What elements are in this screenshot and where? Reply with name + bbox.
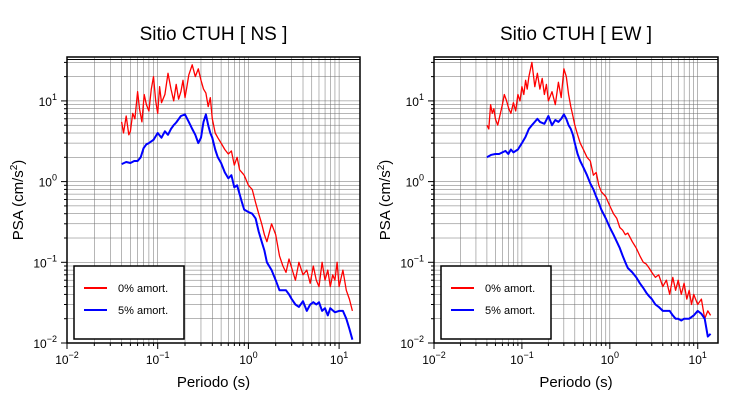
tick-base: 10 [406,95,420,109]
legend-entry: 0% amort. [485,283,535,295]
legend: 0% amort. 5% amort. [73,265,185,340]
axis-ticks [61,61,340,349]
x-tick-label: 100 [239,350,257,367]
legend: 0% amort. 5% amort. [440,265,552,340]
y-tick-label: 10−1 [400,253,424,270]
y-label-sup: 2 [376,164,387,170]
tick-exponent: 1 [702,350,707,360]
axis-ticks [428,61,699,349]
y-label-main: PSA (cm/s [377,170,394,240]
x-tick-label: 101 [689,350,707,367]
series-line-5-amort- [121,113,354,340]
tick-exponent: −1 [159,350,169,360]
y-label-sup: 2 [9,164,20,170]
y-tick-label: 10−2 [400,334,424,351]
tick-exponent: 1 [52,92,57,102]
legend-entry: 5% amort. [485,305,535,317]
x-tick-label: 10−1 [146,350,170,367]
legend-entry: 0% amort. [118,283,168,295]
tick-base: 10 [39,95,53,109]
tick-base: 10 [400,256,414,270]
tick-base: 10 [510,353,524,367]
tick-base: 10 [422,353,436,367]
tick-exponent: −1 [47,253,57,263]
y-tick-label: 101 [39,92,57,109]
tick-base: 10 [330,353,344,367]
legend-entry: 5% amort. [118,305,168,317]
tick-exponent: −2 [47,334,57,344]
y-tick-label: 100 [39,173,57,190]
tick-base: 10 [239,353,253,367]
series-line-5-amort- [486,113,712,338]
y-tick-label: 10−1 [33,253,57,270]
y-axis-label: PSA (cm/s2) [9,160,27,241]
tick-exponent: 1 [343,350,348,360]
y-tick-label: 101 [406,92,424,109]
x-axis-label: Periodo (s) [177,374,250,391]
y-tick-label: 100 [406,173,424,190]
y-axis-label: PSA (cm/s2) [376,160,394,241]
x-tick-label: 100 [601,350,619,367]
chart-title: Sitio CTUH [ EW ] [500,24,652,45]
x-axis-label: Periodo (s) [539,374,612,391]
legend-box [440,265,552,340]
tick-base: 10 [400,337,414,351]
tick-exponent: 0 [52,173,57,183]
x-tick-label: 10−2 [55,350,79,367]
tick-base: 10 [55,353,69,367]
tick-exponent: −1 [414,253,424,263]
tick-base: 10 [33,256,47,270]
legend-box [73,265,185,340]
tick-exponent: 0 [253,350,258,360]
tick-base: 10 [689,353,703,367]
tick-exponent: −2 [436,350,446,360]
tick-exponent: −2 [69,350,79,360]
tick-base: 10 [39,176,53,190]
chart-title: Sitio CTUH [ NS ] [140,24,288,45]
series-line-0-amort- [120,64,354,312]
tick-exponent: −2 [414,334,424,344]
tick-base: 10 [146,353,160,367]
tick-base: 10 [601,353,615,367]
tick-base: 10 [33,337,47,351]
x-tick-label: 101 [330,350,348,367]
y-label-main: PSA (cm/s [10,170,27,240]
tick-exponent: 1 [419,92,424,102]
x-tick-label: 10−2 [422,350,446,367]
series-line-0-amort- [486,61,712,320]
y-tick-label: 10−2 [33,334,57,351]
x-tick-label: 10−1 [510,350,534,367]
tick-base: 10 [406,176,420,190]
tick-exponent: 0 [614,350,619,360]
y-label-close: ) [377,160,394,165]
y-label-close: ) [10,160,27,165]
tick-exponent: 0 [419,173,424,183]
tick-exponent: −1 [523,350,533,360]
